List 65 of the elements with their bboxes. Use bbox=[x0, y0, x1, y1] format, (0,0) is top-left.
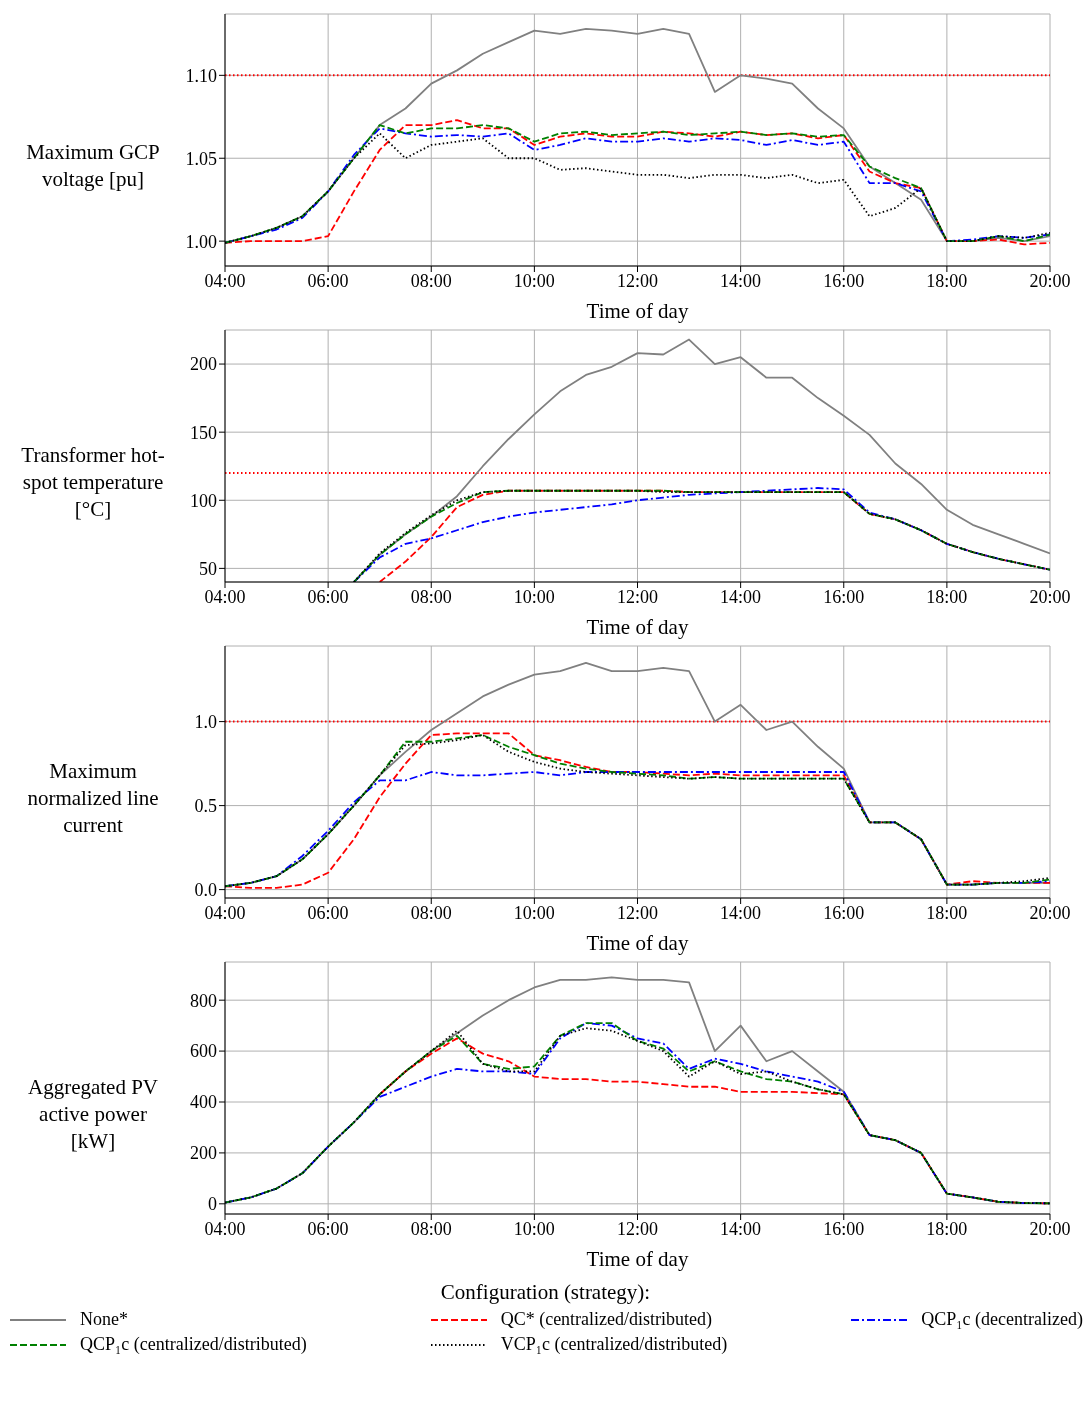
x-tick-label: 16:00 bbox=[823, 270, 865, 291]
x-tick-label: 06:00 bbox=[307, 1218, 349, 1239]
x-tick-label: 06:00 bbox=[307, 902, 349, 923]
x-tick-label: 06:00 bbox=[307, 586, 349, 607]
x-axis-title: Time of day bbox=[586, 1247, 689, 1271]
x-tick-label: 08:00 bbox=[410, 1218, 452, 1239]
y-tick-label: 200 bbox=[190, 1143, 217, 1164]
x-tick-label: 12:00 bbox=[616, 586, 659, 607]
x-tick-label: 08:00 bbox=[410, 586, 452, 607]
x-tick-label: 16:00 bbox=[823, 586, 865, 607]
y-tick-label: 1.0 bbox=[194, 711, 217, 732]
y-axis-title: Maximum normalized line current bbox=[26, 757, 160, 839]
x-axis-title: Time of day bbox=[586, 931, 689, 955]
x-tick-label: 04:00 bbox=[204, 270, 246, 291]
x-axis-title: Time of day bbox=[586, 299, 689, 323]
legend-label: QCP₁c (decentralized) bbox=[921, 1309, 1083, 1330]
y-axis-title: Transformer hot-spot temperature [°C] bbox=[20, 441, 166, 523]
x-tick-label: 06:00 bbox=[307, 270, 349, 291]
x-tick-label: 14:00 bbox=[720, 270, 762, 291]
y-tick-label: 1.05 bbox=[185, 148, 217, 169]
x-tick-label: 18:00 bbox=[926, 902, 968, 923]
x-tick-label: 20:00 bbox=[1029, 902, 1071, 923]
x-tick-label: 16:00 bbox=[823, 902, 865, 923]
x-tick-label: 08:00 bbox=[410, 270, 452, 291]
y-tick-label: 0.5 bbox=[194, 795, 217, 816]
x-tick-label: 10:00 bbox=[513, 270, 555, 291]
y-axis-title: Aggregated PV active power [kW] bbox=[26, 1073, 160, 1155]
x-tick-label: 18:00 bbox=[926, 586, 968, 607]
y-tick-label: 50 bbox=[199, 558, 217, 579]
x-tick-label: 18:00 bbox=[926, 270, 968, 291]
y-tick-label: 800 bbox=[190, 990, 217, 1011]
x-tick-label: 10:00 bbox=[513, 1218, 555, 1239]
legend-label: None* bbox=[80, 1309, 128, 1330]
x-axis-title: Time of day bbox=[586, 615, 689, 639]
x-tick-label: 14:00 bbox=[720, 902, 762, 923]
x-tick-label: 10:00 bbox=[513, 586, 555, 607]
x-tick-label: 14:00 bbox=[720, 1218, 762, 1239]
legend-label: VCP₁c (centralized/distributed) bbox=[500, 1334, 728, 1355]
y-tick-label: 200 bbox=[190, 354, 217, 375]
y-tick-label: 600 bbox=[190, 1041, 217, 1062]
x-tick-label: 18:00 bbox=[926, 1218, 968, 1239]
y-tick-label: 1.10 bbox=[185, 65, 217, 86]
y-tick-label: 1.00 bbox=[185, 231, 217, 252]
legend-label: QC* (centralized/distributed) bbox=[500, 1309, 713, 1330]
x-tick-label: 20:00 bbox=[1029, 270, 1071, 291]
x-tick-label: 20:00 bbox=[1029, 1218, 1071, 1239]
x-tick-label: 08:00 bbox=[410, 902, 452, 923]
x-tick-label: 12:00 bbox=[616, 902, 659, 923]
x-tick-label: 04:00 bbox=[204, 1218, 246, 1239]
y-tick-label: 150 bbox=[190, 422, 217, 443]
x-tick-label: 16:00 bbox=[823, 1218, 865, 1239]
x-tick-label: 12:00 bbox=[616, 270, 659, 291]
x-tick-label: 12:00 bbox=[616, 1218, 659, 1239]
y-tick-label: 0.0 bbox=[194, 879, 217, 900]
y-tick-label: 400 bbox=[190, 1092, 217, 1113]
x-tick-label: 04:00 bbox=[204, 902, 246, 923]
x-tick-label: 14:00 bbox=[720, 586, 762, 607]
y-tick-label: 100 bbox=[190, 490, 217, 511]
y-tick-label: 0 bbox=[208, 1194, 217, 1215]
legend-label: QCP₁c (centralized/distributed) bbox=[80, 1334, 307, 1355]
y-axis-title: Maximum GCP voltage [pu] bbox=[25, 139, 161, 193]
x-tick-label: 04:00 bbox=[204, 586, 246, 607]
legend-title: Configuration (strategy): bbox=[439, 1280, 652, 1305]
x-tick-label: 20:00 bbox=[1029, 586, 1071, 607]
x-tick-label: 10:00 bbox=[513, 902, 555, 923]
